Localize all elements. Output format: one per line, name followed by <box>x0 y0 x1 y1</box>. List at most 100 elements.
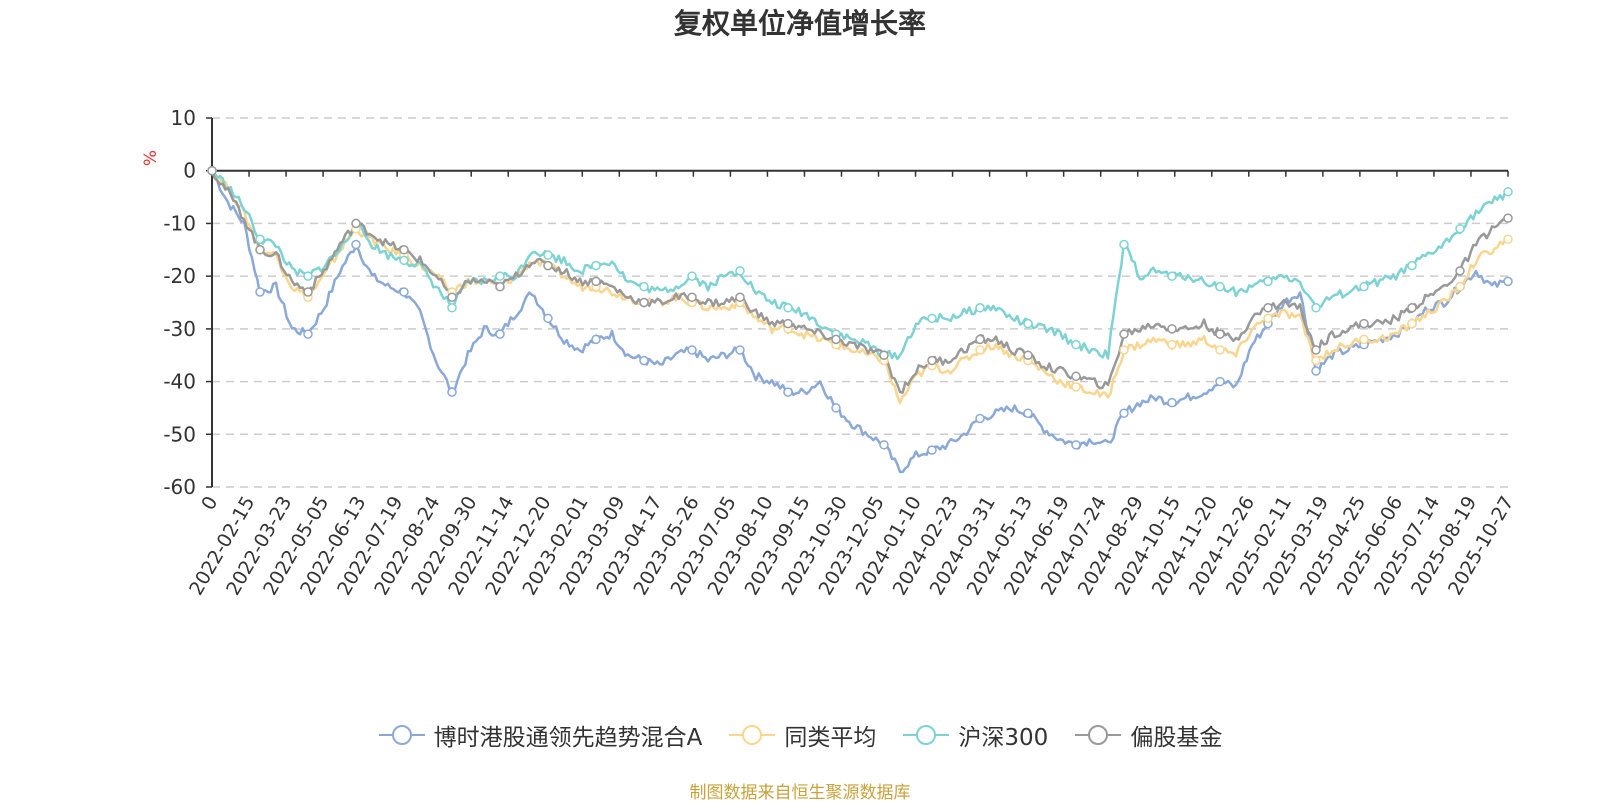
data-point <box>255 234 265 244</box>
data-point <box>543 250 553 260</box>
data-point <box>975 413 985 424</box>
data-point <box>735 292 745 302</box>
legend: 博时港股通领先趋势混合A 同类平均 沪深300 偏股基金 <box>0 718 1600 752</box>
data-point <box>783 387 793 397</box>
data-point <box>255 287 265 297</box>
data-point <box>687 292 697 302</box>
series-line-3 <box>210 170 1509 394</box>
y-tick-label: -30 <box>163 317 196 341</box>
data-point <box>1407 318 1417 329</box>
y-tick-label: 0 <box>183 159 196 183</box>
legend-line-circle-icon <box>1075 725 1122 745</box>
chart-title: 复权单位净值增长率 <box>673 7 926 40</box>
legend-label-csi300: 沪深300 <box>958 725 1049 751</box>
data-point <box>1119 408 1129 418</box>
series-markers <box>207 165 1513 455</box>
data-point <box>1167 271 1177 281</box>
data-point <box>1503 213 1513 223</box>
data-point <box>303 329 313 339</box>
data-point <box>1503 276 1513 287</box>
data-point <box>399 255 409 266</box>
data-point <box>1215 281 1225 292</box>
data-point <box>1023 350 1033 360</box>
data-point <box>1215 345 1225 355</box>
data-point <box>255 245 265 255</box>
data-point <box>639 281 649 292</box>
data-point <box>399 245 409 255</box>
data-point <box>1119 345 1129 355</box>
legend-item-equity-fund[interactable]: 偏股基金 <box>1074 718 1222 752</box>
legend-item-fund[interactable]: 博时港股通领先趋势混合A <box>378 718 703 752</box>
series-line-2 <box>211 169 1509 361</box>
data-point <box>1167 397 1177 408</box>
y-tick-label: -60 <box>163 475 196 499</box>
data-point <box>1263 276 1273 287</box>
y-tick-label: -50 <box>163 422 196 446</box>
data-point <box>1119 329 1129 339</box>
data-point <box>1455 223 1465 234</box>
data-point <box>303 287 313 297</box>
data-point <box>1023 318 1033 329</box>
legend-label-peer-average: 同类平均 <box>784 725 877 751</box>
data-point <box>495 281 505 292</box>
data-point <box>399 287 409 297</box>
data-point <box>639 297 649 308</box>
data-point <box>207 165 217 176</box>
y-tick-label: 10 <box>171 106 196 130</box>
data-point <box>543 313 553 324</box>
data-point <box>1359 318 1369 329</box>
data-point <box>1311 355 1321 366</box>
data-point <box>1407 260 1417 271</box>
data-point <box>495 329 505 339</box>
data-point <box>351 218 361 229</box>
data-point <box>1071 440 1081 450</box>
data-point <box>1071 371 1081 382</box>
data-point <box>1167 324 1177 334</box>
axes <box>206 117 1509 488</box>
data-point <box>1455 266 1465 276</box>
data-point <box>687 345 697 355</box>
data-point <box>495 271 505 281</box>
data-point <box>735 345 745 355</box>
data-point <box>783 303 793 313</box>
data-point <box>1119 239 1129 250</box>
data-point <box>831 403 841 413</box>
data-point <box>975 334 985 345</box>
data-point <box>591 276 601 287</box>
source-note: 制图数据来自恒生聚源数据库 <box>689 783 911 803</box>
y-tick-label: -20 <box>163 264 196 288</box>
data-point <box>447 303 457 313</box>
data-point <box>591 260 601 271</box>
data-point <box>1023 408 1033 418</box>
data-point <box>1215 376 1225 387</box>
data-point <box>735 266 745 276</box>
data-point <box>303 271 313 281</box>
y-tick-label: -40 <box>163 370 196 394</box>
data-point <box>1311 366 1321 376</box>
legend-item-csi300[interactable]: 沪深300 <box>902 718 1048 752</box>
y-axis-unit: % <box>141 150 161 166</box>
data-point <box>1503 234 1513 244</box>
data-point <box>543 260 553 271</box>
legend-label-equity-fund: 偏股基金 <box>1130 725 1223 751</box>
data-point <box>831 334 841 345</box>
data-point <box>927 445 937 455</box>
data-point <box>1167 339 1177 350</box>
data-point <box>1407 303 1417 313</box>
data-point <box>879 350 889 360</box>
legend-item-peer-average[interactable]: 同类平均 <box>728 718 876 752</box>
data-point <box>783 318 793 329</box>
data-point <box>1215 329 1225 339</box>
y-tick-label: -10 <box>163 211 196 235</box>
data-point <box>447 292 457 302</box>
data-point <box>639 355 649 366</box>
legend-label-fund: 博时港股通领先趋势混合A <box>433 725 703 751</box>
legend-line-circle-icon <box>378 725 425 745</box>
data-point <box>351 239 361 250</box>
legend-line-circle-icon <box>903 725 950 745</box>
line-chart: 100-10-20-30-40-50-60%02022-02-152022-03… <box>141 106 1518 599</box>
legend-line-circle-icon <box>729 725 776 745</box>
data-point <box>591 334 601 345</box>
data-point <box>975 345 985 355</box>
data-point <box>687 271 697 281</box>
